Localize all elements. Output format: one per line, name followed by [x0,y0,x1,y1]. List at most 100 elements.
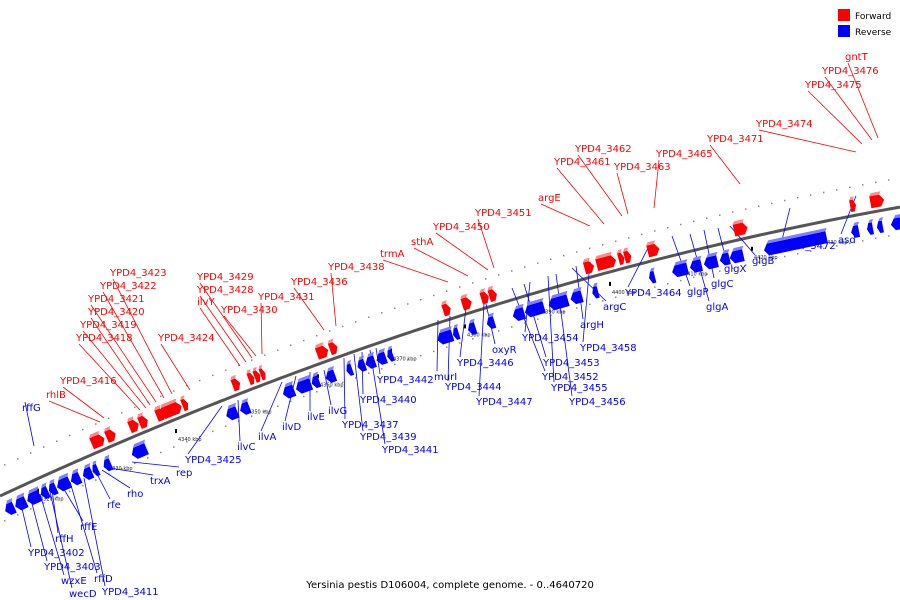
reverse-gene-label: YPD4_3441 [381,445,439,456]
forward-gene [487,285,497,303]
dot-reverse [602,300,604,302]
forward-gene-label: YPD4_3430 [220,305,278,316]
reverse-gene [282,380,297,399]
reverse-gene-label: YPD4_3456 [568,397,626,408]
dot-forward [342,325,344,328]
dot-forward [706,217,708,219]
forward-leader-line [330,272,337,327]
dot-reverse [134,462,136,465]
forward-gene [849,196,857,213]
tick-label: 4370 kbp [393,357,417,363]
reverse-gene [729,245,745,264]
dot-reverse [862,240,864,242]
forward-leader-line [82,330,147,409]
dot-forward [329,330,331,332]
forward-gene-label: YPD4_3450 [432,222,490,233]
dot-forward [758,205,760,207]
dot-forward [290,344,292,347]
dot-reverse [459,342,461,344]
dot-forward [823,191,825,194]
reverse-gene-label: rffH [55,534,74,545]
forward-gene [616,249,625,266]
reverse-gene-label: glgB [752,256,774,267]
reverse-gene [467,318,478,335]
reverse-gene [890,213,900,231]
dot-forward [719,214,721,216]
dot-reverse [849,242,851,244]
dot-reverse [420,354,422,357]
dot-reverse [277,405,279,407]
dot-reverse [485,334,487,336]
forward-gene [127,416,139,434]
forward-gene-label: YPD4_3475 [804,80,862,91]
dot-forward [745,208,747,210]
dot-reverse [706,273,708,275]
reverse-gene [365,351,377,369]
reverse-gene-label: YPD4_3442 [376,375,434,386]
reverse-gene [764,227,828,256]
forward-gene [104,425,116,443]
dot-forward [641,233,643,236]
reverse-gene [5,498,17,515]
reverse-leader-line [523,283,547,358]
tick-mark [751,246,753,251]
genome-caption: Yersinia pestis D106004, complete genome… [305,580,594,591]
forward-gene [595,251,617,271]
reverse-gene [226,402,240,421]
dot-forward [43,446,45,448]
forward-gene-label: gntT [845,52,869,63]
dot-reverse [446,346,448,348]
forward-leader-line [293,287,325,331]
dot-reverse [654,286,656,288]
forward-leader-line [90,317,151,406]
dot-forward [511,270,513,272]
dot-forward [238,364,240,366]
tick-mark [609,281,611,286]
reverse-gene-label: YPD4_3411 [101,587,159,598]
reverse-gene [548,290,570,311]
dot-reverse [212,430,214,433]
reverse-gene [649,267,657,284]
reverse-leader-line [187,405,223,455]
reverse-gene-label: ilvG [328,406,347,417]
reverse-gene-label: trxA [150,476,171,487]
dot-forward [108,417,110,420]
reverse-leader-line [547,275,555,383]
reverse-gene [570,286,584,305]
dot-reverse [550,314,552,317]
reverse-gene-label: asd [838,235,856,246]
forward-leader-line [62,386,105,419]
dot-reverse [160,451,162,454]
tick-mark [37,488,39,493]
reverse-leader-line [101,469,131,489]
reverse-gene-label: YPD4_3472 [778,241,836,252]
dot-reverse [667,283,669,285]
forward-gene [582,257,595,275]
tick-mark [464,324,466,329]
forward-gene-label: YPD4_3461 [553,157,611,168]
forward-gene-label: YPD4_3421 [87,294,145,305]
reverse-gene-label: YPD4_3444 [444,382,502,393]
dot-forward [277,349,279,351]
reverse-gene-label: YPD4_3403 [43,562,101,573]
reverse-gene [48,478,59,496]
dot-forward [433,294,435,297]
reverse-gene-label: YPD4_3446 [456,358,514,369]
reverse-leader-line [459,307,467,358]
reverse-gene [876,217,884,234]
dot-forward [849,186,851,188]
tick-label: 4390 kbp [542,310,566,316]
dot-reverse [719,270,721,272]
forward-gene [646,240,660,258]
reverse-gene-label: YPD4_3453 [542,358,600,369]
reverse-gene [325,366,338,383]
dot-reverse [4,520,6,522]
reverse-leader-line [109,467,154,476]
reverse-gene [15,492,29,511]
reverse-gene-label: YPD4_3437 [341,420,399,431]
reverse-leader-line [83,477,106,587]
reverse-gene [240,397,252,415]
tick-label: 4330 kbp [109,466,133,472]
dot-forward [134,406,136,409]
